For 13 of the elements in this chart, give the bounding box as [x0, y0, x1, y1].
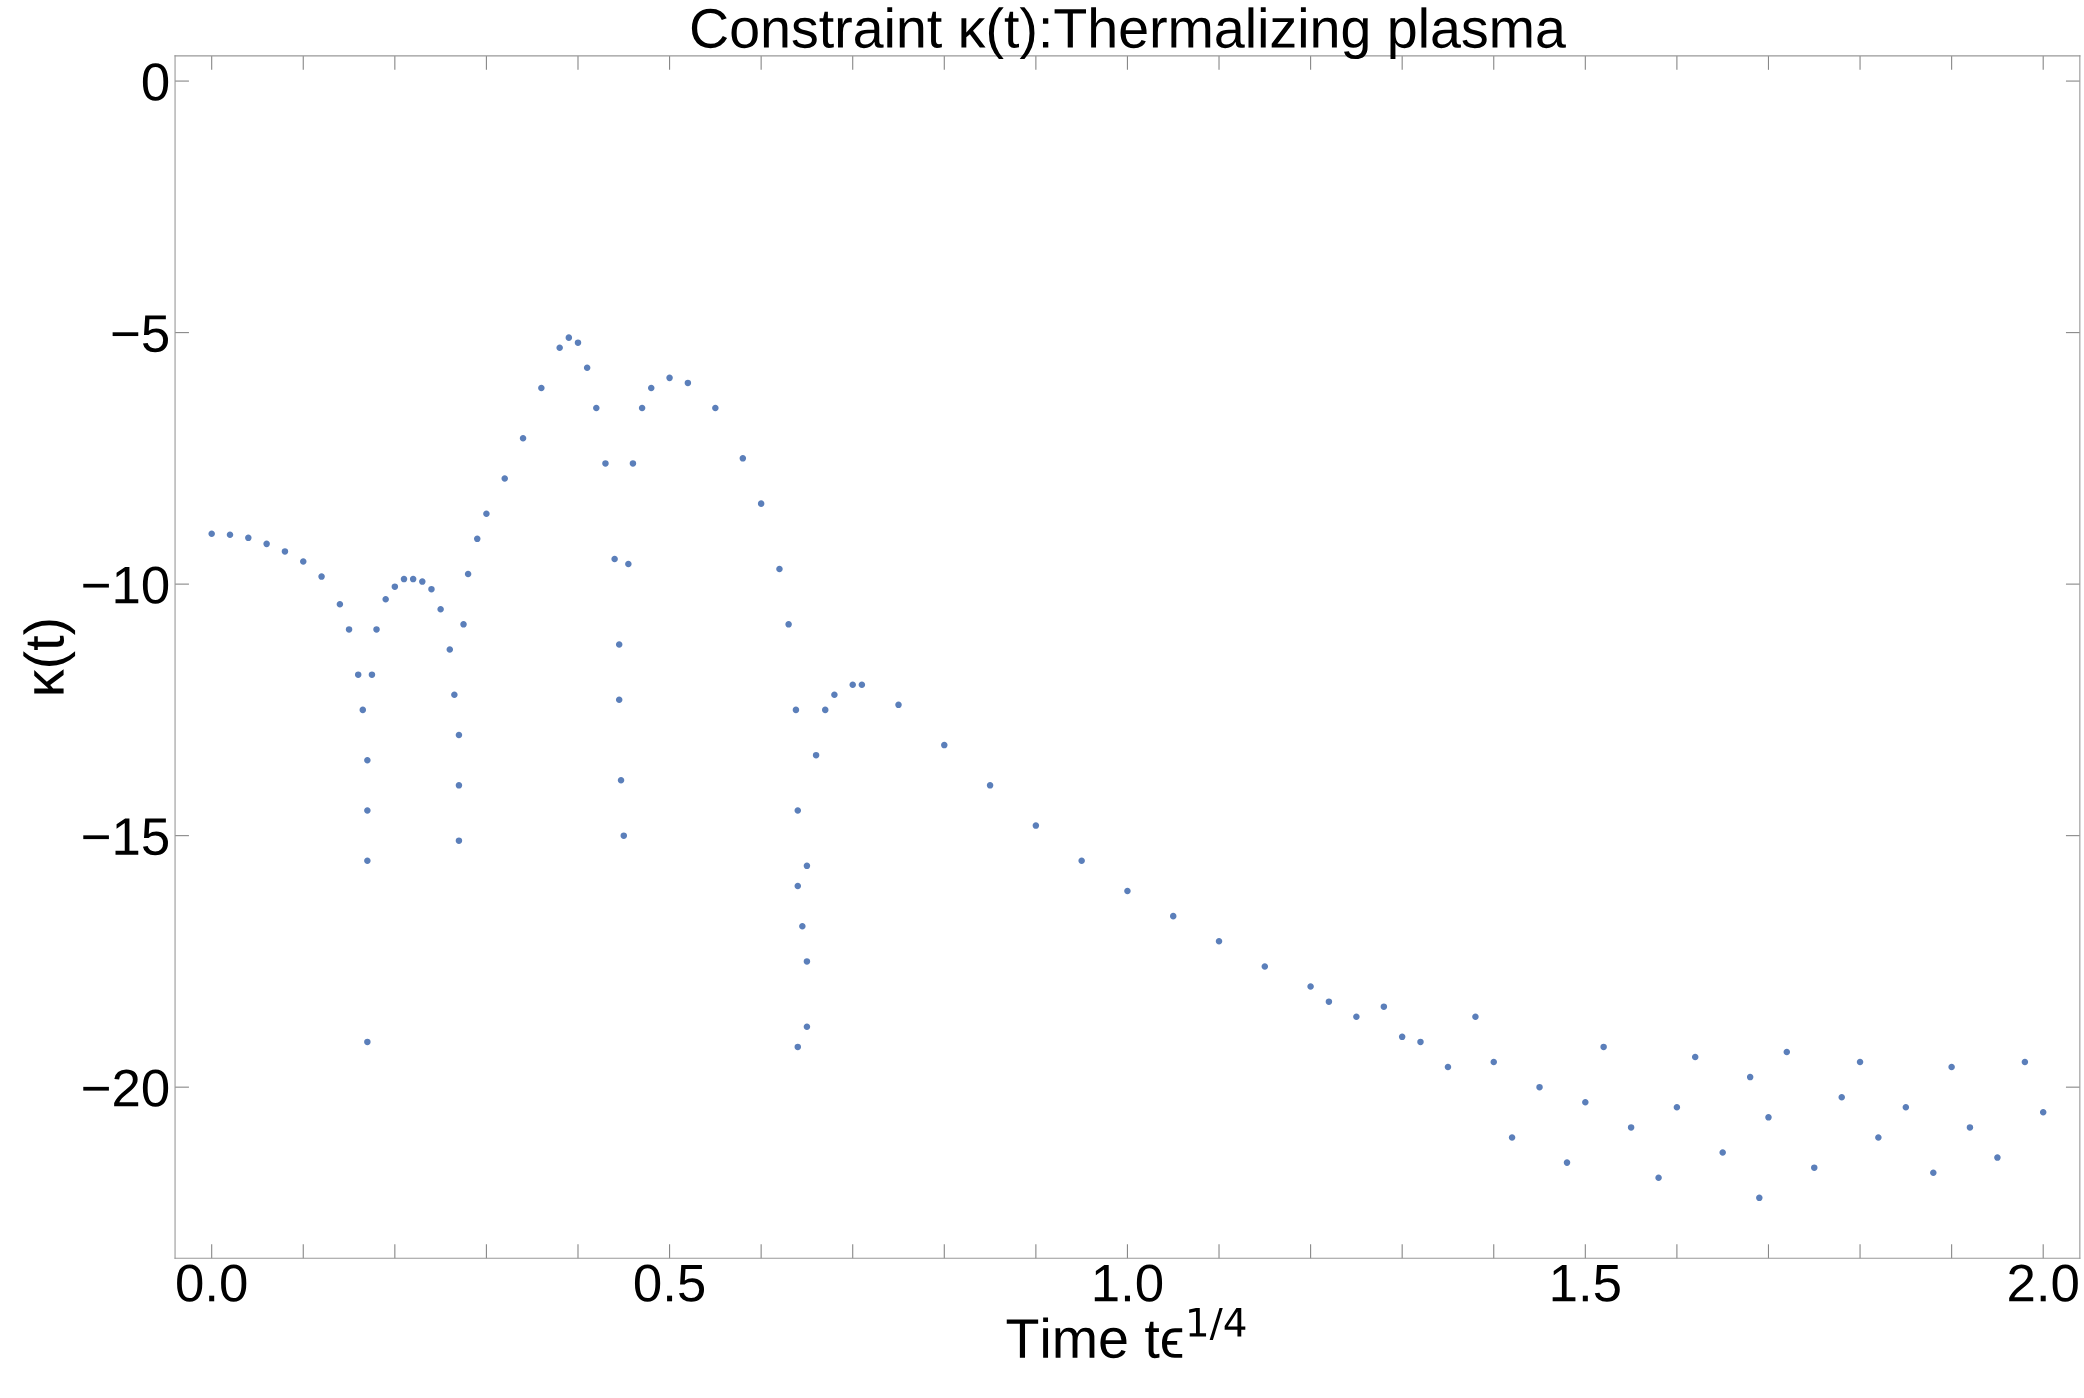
- x-tick-label: 0.5: [634, 1264, 705, 1302]
- y-tick-label: −15: [83, 818, 168, 856]
- y-tick-label: −20: [83, 1069, 169, 1107]
- x-tick-label: 1.5: [1552, 1265, 1620, 1302]
- chart-title: Constraint κ(t):Thermalizing plasma: [691, 7, 1566, 60]
- x-tick-label: 2.0: [2009, 1264, 2078, 1302]
- x-axis-title: Time tϵ$^{1/4}$: [1006, 1308, 1246, 1359]
- x-tick-label: 1.0: [1094, 1264, 1163, 1302]
- x-tick-label: 0.0: [177, 1264, 247, 1302]
- y-tick-label: −5: [112, 315, 168, 353]
- y-tick-label: 0: [142, 63, 169, 101]
- y-axis-title: κ(t): [23, 620, 76, 694]
- y-tick-label: −10: [83, 566, 169, 604]
